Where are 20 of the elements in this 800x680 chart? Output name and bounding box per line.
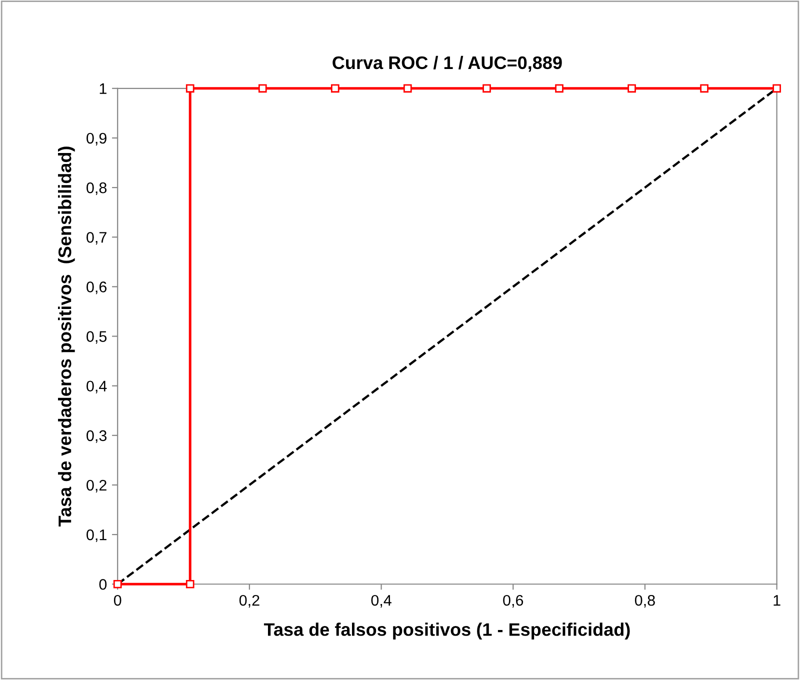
y-tick-label: 0,4 <box>86 380 107 394</box>
y-tick-label: 0 <box>99 578 107 590</box>
x-axis-title: Tasa de falsos positivos (1 - Especificidad) <box>264 622 630 640</box>
y-tick-label: 0,7 <box>86 232 106 245</box>
x-tick-label: 0 <box>114 594 122 606</box>
y-axis-title: Tasa de verdaderos positivos (Sensibilidad) <box>58 146 75 527</box>
x-tick-label: 0,2 <box>239 594 260 608</box>
y-tick-label: 0,5 <box>86 331 107 344</box>
y-tick-label: 0,6 <box>86 282 107 294</box>
y-tick-label: 0,2 <box>86 480 106 492</box>
y-tick-label: 0,1 <box>86 529 106 542</box>
chart-title: Curva ROC / 1 / AUC=0,889 <box>332 56 562 72</box>
x-tick-label: 0,8 <box>634 594 655 608</box>
y-tick-label: 0,9 <box>86 132 106 146</box>
y-tick-label: 0,8 <box>86 182 107 196</box>
x-tick-label: 0,4 <box>371 594 392 608</box>
x-tick-label: 1 <box>774 595 780 606</box>
x-tick-label: 0,6 <box>503 594 524 608</box>
y-tick-label: 1 <box>100 83 106 94</box>
y-tick-label: 0,3 <box>86 430 107 443</box>
